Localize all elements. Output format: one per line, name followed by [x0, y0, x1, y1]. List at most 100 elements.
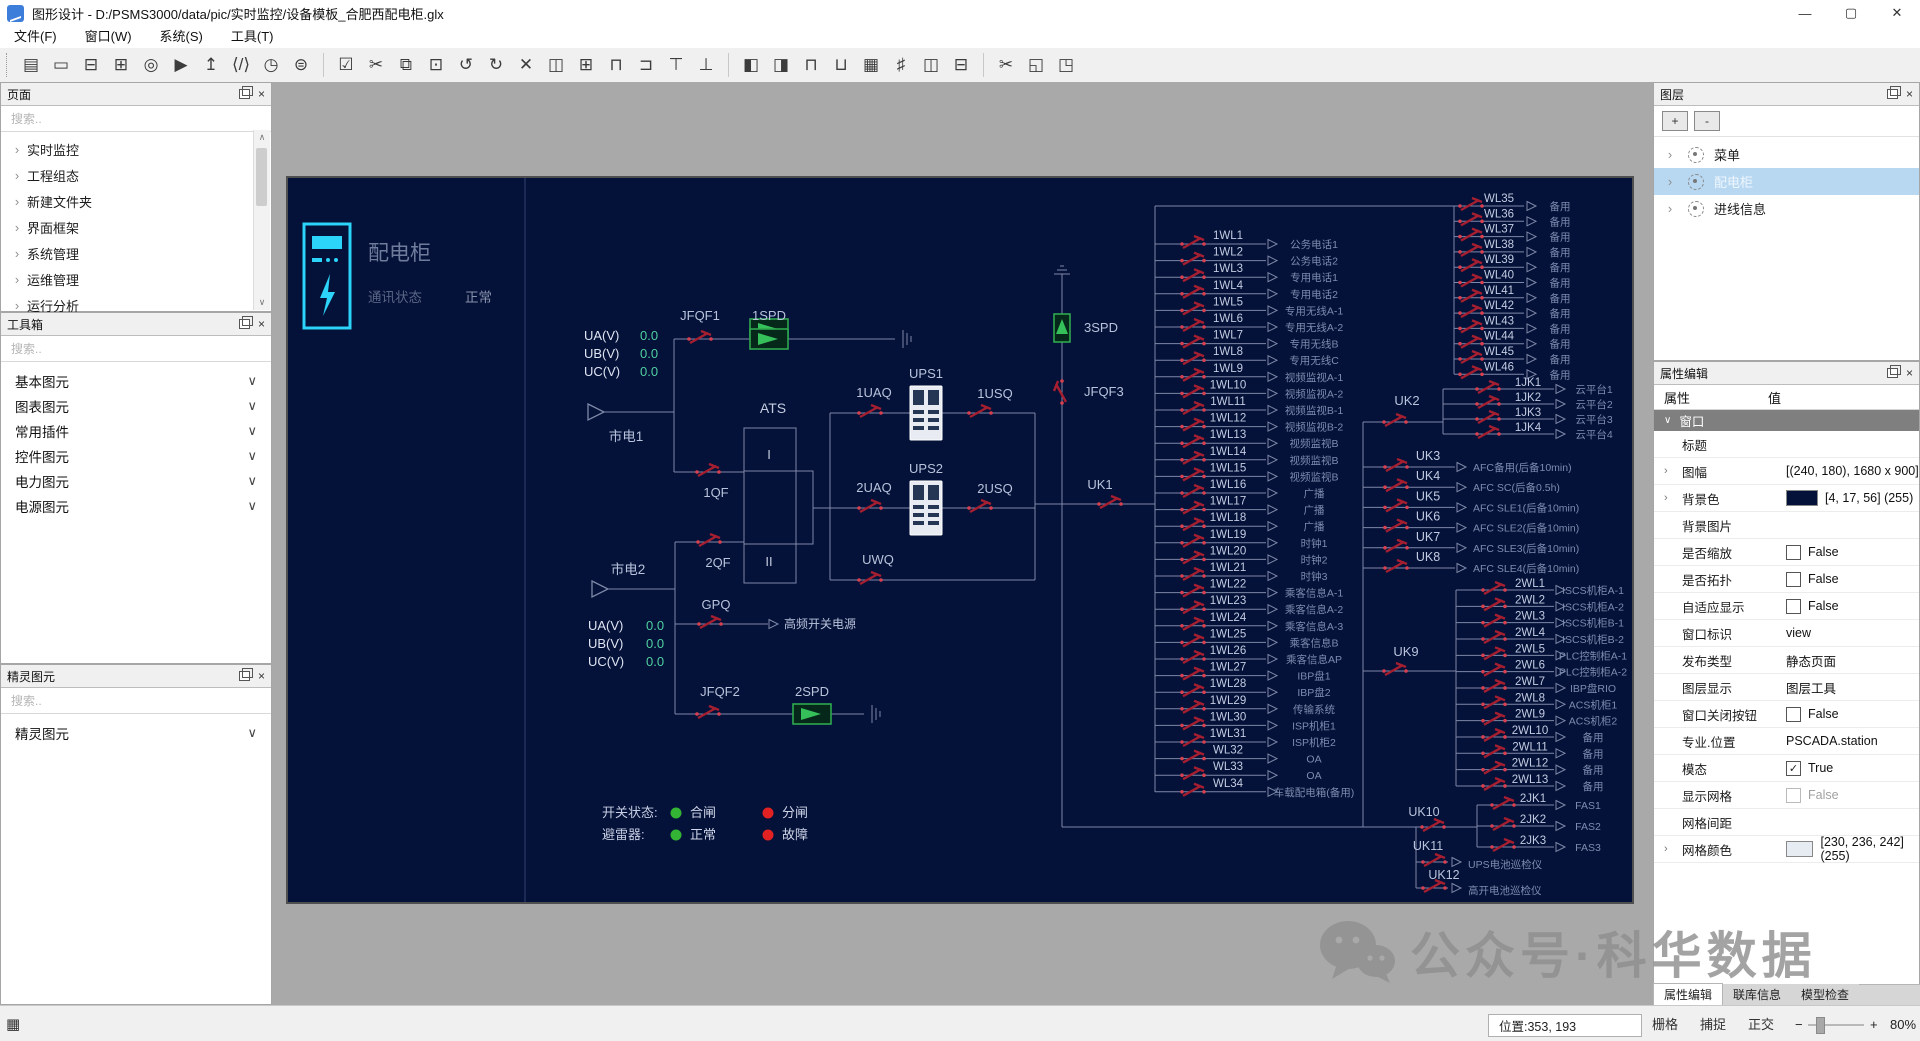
expander-icon[interactable]: ›	[1664, 465, 1668, 477]
breaker-icon[interactable]	[1483, 727, 1506, 743]
breaker-icon[interactable]	[857, 578, 861, 582]
breaker-icon[interactable]	[1182, 400, 1205, 416]
break-segment-icon[interactable]: ✂	[998, 55, 1014, 74]
property-value[interactable]: False	[1786, 544, 1919, 560]
breaker-icon[interactable]	[1480, 372, 1484, 377]
property-row-13[interactable]: 显示网格 False	[1654, 782, 1919, 809]
breaker-icon[interactable]	[1180, 491, 1184, 495]
breaker-icon[interactable]	[1481, 637, 1485, 641]
checkbox-icon[interactable]: ✓	[1786, 760, 1801, 776]
breaker-icon[interactable]	[1182, 782, 1205, 797]
breaker-icon[interactable]	[1481, 784, 1485, 788]
new-file-icon[interactable]: ▤	[22, 55, 40, 74]
property-value[interactable]: PSCADA.station	[1786, 734, 1919, 748]
property-row-9[interactable]: 图层显示 图层工具	[1654, 674, 1919, 701]
menu-item-1[interactable]: 窗口(W)	[84, 29, 132, 44]
breaker-icon[interactable]	[1420, 825, 1424, 829]
breaker-icon[interactable]	[1405, 485, 1409, 490]
breaker-icon[interactable]	[1383, 566, 1387, 570]
breaker-icon[interactable]	[1458, 265, 1462, 269]
breaker-icon[interactable]	[1099, 494, 1122, 510]
breaker-icon[interactable]	[1481, 735, 1485, 739]
breaker-icon[interactable]	[1477, 424, 1500, 440]
same-size-icon[interactable]: ▦	[862, 55, 880, 74]
breaker-icon[interactable]	[1481, 702, 1485, 707]
close-panel-icon[interactable]: ×	[1905, 366, 1913, 380]
breaker-icon[interactable]	[1503, 669, 1507, 674]
expander-icon[interactable]: ›	[1664, 843, 1668, 855]
breaker-icon[interactable]	[1202, 607, 1206, 611]
split-vertical-icon[interactable]: ⊞	[578, 55, 594, 74]
menu-item-3[interactable]: 工具(T)	[230, 29, 274, 44]
breaker-icon[interactable]	[1458, 296, 1462, 300]
breaker-icon[interactable]	[695, 470, 699, 474]
breaker-icon[interactable]	[1460, 334, 1483, 349]
toolbox-item-3[interactable]: 控件图元 ∨	[1, 443, 271, 468]
breaker-icon[interactable]	[1503, 767, 1507, 772]
open-folder-icon[interactable]: ▭	[52, 55, 70, 74]
checkbox-icon[interactable]	[1786, 544, 1801, 560]
breaker-icon[interactable]	[1180, 756, 1184, 761]
undo-icon[interactable]: ↺	[458, 55, 474, 74]
toolbox-item-5[interactable]: 电源图元 ∨	[1, 493, 271, 518]
breaker-icon[interactable]	[1202, 707, 1206, 711]
breaker-icon[interactable]	[689, 329, 712, 345]
breaker-icon[interactable]	[1460, 258, 1483, 273]
breaker-icon[interactable]	[1480, 357, 1484, 361]
breaker-icon[interactable]	[1180, 474, 1184, 479]
close-panel-icon[interactable]: ×	[257, 87, 265, 101]
breaker-icon[interactable]	[1475, 402, 1479, 406]
breaker-icon[interactable]	[989, 411, 993, 415]
breaker-icon[interactable]	[1480, 296, 1484, 300]
same-width-icon[interactable]: ◫	[922, 55, 940, 74]
breaker-icon[interactable]	[1385, 478, 1408, 493]
breaker-icon[interactable]	[1182, 732, 1205, 748]
delete-icon[interactable]: ✕	[518, 55, 534, 74]
breaker-icon[interactable]	[1460, 273, 1483, 288]
breaker-icon[interactable]	[1383, 465, 1387, 469]
breaker-icon[interactable]	[1202, 790, 1206, 794]
chevron-right-icon[interactable]: ›	[14, 193, 20, 209]
breaker-icon[interactable]	[1382, 669, 1386, 673]
breaker-icon[interactable]	[1480, 219, 1484, 224]
pages-tree-item-4[interactable]: › 系统管理	[1, 240, 271, 266]
zoom-fit-icon[interactable]: ◱	[1027, 55, 1045, 74]
history-clock-icon[interactable]: ◷	[263, 55, 279, 74]
breaker-icon[interactable]	[1182, 716, 1205, 731]
breaker-icon[interactable]	[699, 614, 722, 630]
breaker-icon[interactable]	[1503, 718, 1507, 723]
breaker-icon[interactable]	[1492, 837, 1515, 853]
breaker-icon[interactable]	[1385, 538, 1408, 553]
breaker-icon[interactable]	[1382, 420, 1386, 424]
breaker-icon[interactable]	[1480, 250, 1484, 254]
property-value[interactable]: False	[1786, 787, 1919, 803]
breaker-icon[interactable]	[697, 622, 701, 626]
grid-icon[interactable]: ▦	[6, 1015, 21, 1033]
breaker-icon[interactable]	[1503, 653, 1507, 658]
breaker-icon[interactable]	[1202, 408, 1206, 412]
pages-search-input[interactable]	[9, 110, 256, 127]
design-canvas[interactable]: 配电柜 通讯状态 正常 UA(V) 0.0 UB(V) 0.0 UC(V) 0.0 UA(V) 0.…	[286, 176, 1634, 904]
breaker-icon[interactable]	[1180, 258, 1184, 263]
breaker-icon[interactable]	[1483, 711, 1506, 726]
breaker-icon[interactable]	[1481, 653, 1485, 658]
breaker-icon[interactable]	[1182, 483, 1205, 499]
breaker-icon[interactable]	[1483, 760, 1506, 775]
breaker-icon[interactable]	[1385, 498, 1408, 513]
breaker-icon[interactable]	[1202, 557, 1206, 562]
property-row-2[interactable]: › 背景色 [4, 17, 56] (255)	[1654, 485, 1919, 512]
breaker-icon[interactable]	[1460, 349, 1483, 365]
breaker-icon[interactable]	[1182, 367, 1205, 382]
chevron-right-icon[interactable]: ›	[14, 245, 20, 261]
breaker-icon[interactable]	[1202, 723, 1206, 728]
pages-scrollbar[interactable]: ∧ ∨	[253, 130, 270, 310]
breaker-icon[interactable]	[1202, 375, 1206, 379]
breaker-icon[interactable]	[1483, 678, 1506, 694]
breaker-icon[interactable]	[1182, 633, 1205, 648]
chevron-down-icon[interactable]: ∨	[247, 447, 257, 463]
breaker-icon[interactable]	[697, 704, 720, 720]
breaker-icon[interactable]	[1182, 417, 1205, 432]
checkbox-icon[interactable]	[1786, 787, 1801, 803]
breaker-icon[interactable]	[1503, 784, 1507, 788]
scroll-up-icon[interactable]: ∧	[258, 132, 266, 142]
